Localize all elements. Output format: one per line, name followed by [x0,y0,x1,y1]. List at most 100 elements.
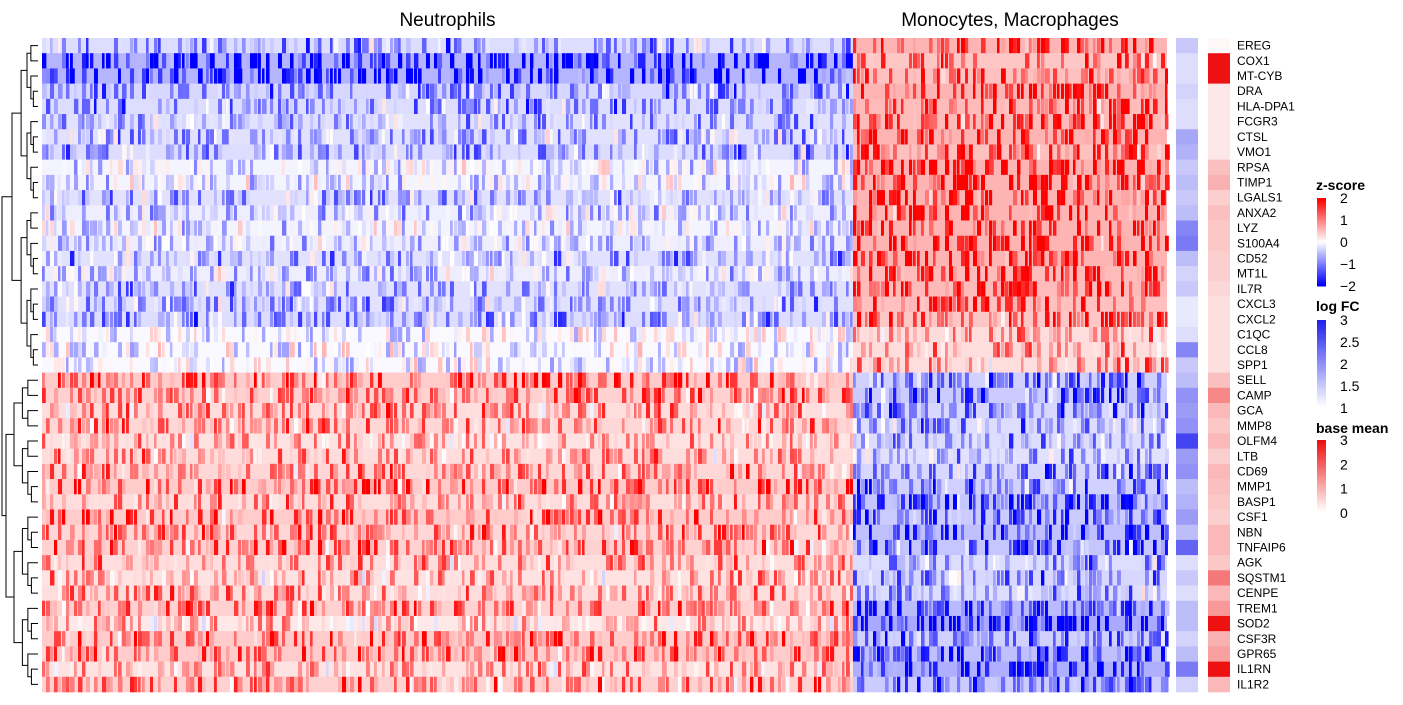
heatmap-cell [674,174,677,191]
heatmap-cell [766,98,770,115]
heatmap-cell [246,174,251,191]
heatmap-cell [146,38,149,54]
heatmap-cell [102,129,106,145]
heatmap-cell [865,250,870,267]
heatmap-cell [1065,159,1070,176]
heatmap-row-basp1-neutrophils [42,494,853,510]
heatmap-cell [206,174,211,191]
heatmap-cell [877,448,881,465]
heatmap-cell [382,387,386,404]
heatmap-cell [406,372,410,389]
heatmap-cell [610,342,614,358]
heatmap-cell [726,357,731,373]
heatmap-cell [294,68,297,84]
heatmap-cell [458,205,463,221]
heatmap-cell [562,235,565,252]
heatmap-cell [282,311,286,328]
heatmap-cell [734,205,738,221]
heatmap-cell [921,83,926,100]
heatmap-cell [602,266,606,282]
heatmap-cell [1121,38,1125,54]
heatmap-cell [806,372,810,389]
heatmap-cell [694,68,697,84]
heatmap-cell [582,250,587,267]
heatmap-cell [334,266,338,282]
heatmap-cell [142,372,145,389]
heatmap-cell [682,296,687,313]
heatmap-cell [298,159,303,176]
heatmap-cell [534,479,538,495]
heatmap-cell [638,357,643,373]
heatmap-cell [949,433,953,449]
heatmap-cell [506,403,510,419]
heatmap-cell [1097,463,1100,480]
heatmap-cell [74,433,78,449]
heatmap-cell [846,387,851,404]
heatmap-cell [194,311,198,328]
heatmap-cell [50,220,54,237]
heatmap-cell [130,53,135,69]
heatmap-cell [90,403,94,419]
heatmap-cell [1137,372,1142,389]
heatmap-cell [901,38,905,54]
heatmap-cell [594,387,599,404]
heatmap-cell [857,403,860,419]
heatmap-cell [582,68,585,84]
heatmap-cell [965,357,970,373]
heatmap-cell [1073,463,1077,480]
heatmap-cell [122,296,127,313]
heatmap-cell [1117,342,1120,358]
heatmap-cell [722,250,727,267]
heatmap-cell [610,68,614,84]
heatmap-cell [1117,311,1120,328]
heatmap-cell [1045,266,1050,282]
heatmap-cell [350,387,353,404]
heatmap-cell [913,311,917,328]
heatmap-cell [853,68,856,84]
heatmap-cell [114,114,117,130]
heatmap-cell [358,494,362,510]
heatmap-cell [362,114,366,130]
heatmap-cell [1033,190,1038,206]
heatmap-cell [514,174,519,191]
heatmap-row-cxcl2-monocytes [853,311,1168,328]
heatmap-cell [382,281,387,297]
heatmap-cell [130,129,134,145]
heatmap-cell [1001,220,1005,237]
heatmap-cell [366,159,369,176]
heatmap-cell [318,494,321,510]
heatmap-cell [102,463,105,480]
heatmap-cell [658,296,662,313]
heatmap-cell [546,463,549,480]
heatmap-cell [869,220,873,237]
heatmap-cell [850,326,854,343]
heatmap-cell [86,281,91,297]
heatmap-cell [234,205,237,221]
heatmap-cell [294,250,299,267]
heatmap-cell [746,235,751,252]
heatmap-cell [1065,479,1070,495]
heatmap-cell [1161,53,1166,69]
heatmap-cell [1001,235,1005,252]
heatmap-cell [738,266,743,282]
heatmap-cell [670,205,673,221]
heatmap-cell [782,403,785,419]
heatmap-cell [410,357,413,373]
heatmap-cell [506,479,509,495]
heatmap-cell [626,357,630,373]
heatmap-cell [514,479,518,495]
heatmap-cell [602,311,607,328]
heatmap-cell [290,372,295,389]
heatmap-cell [174,494,178,510]
heatmap-cell [937,38,941,54]
heatmap-cell [1085,387,1090,404]
heatmap-cell [162,53,167,69]
heatmap-cell [973,68,976,84]
heatmap-cell [774,326,778,343]
heatmap-cell [997,38,1000,54]
heatmap-cell [850,403,854,419]
heatmap-cell [578,174,582,191]
heatmap-cell [1105,281,1110,297]
heatmap-cell [786,114,791,130]
heatmap-cell [50,114,54,130]
